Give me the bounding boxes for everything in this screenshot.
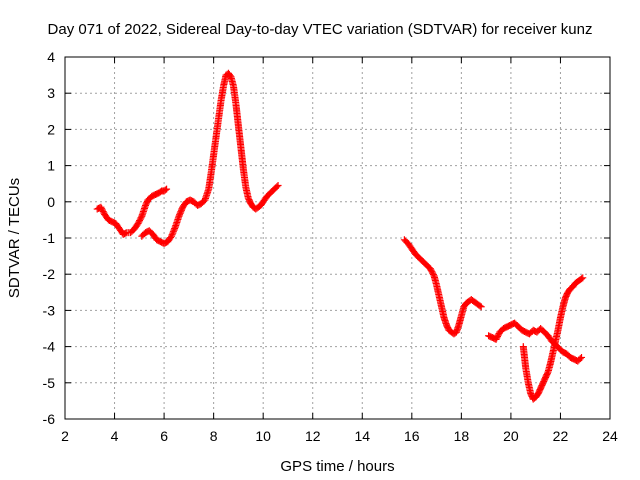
data-point (578, 353, 586, 361)
x-tick-label: 8 (210, 428, 218, 444)
data-point (122, 229, 130, 237)
data-point (476, 302, 484, 310)
data-point (274, 182, 282, 190)
data-point (163, 185, 171, 193)
y-tick-label: -5 (43, 375, 56, 391)
y-tick-label: -3 (43, 302, 56, 318)
x-tick-label: 4 (111, 428, 119, 444)
data-point (176, 209, 184, 217)
data-point (171, 225, 179, 233)
x-tick-label: 6 (160, 428, 168, 444)
data-point (169, 229, 177, 237)
data-point (168, 232, 176, 240)
data-point (477, 303, 485, 311)
data-point (429, 271, 437, 279)
x-tick-label: 18 (454, 428, 470, 444)
data-point (273, 183, 281, 191)
data-point (175, 212, 183, 220)
x-tick-label: 22 (553, 428, 569, 444)
data-point (177, 206, 185, 214)
data-point (177, 208, 185, 216)
x-tick-label: 24 (602, 428, 618, 444)
x-tick-label: 12 (305, 428, 321, 444)
x-tick-label: 14 (354, 428, 370, 444)
x-tick-label: 10 (255, 428, 271, 444)
y-tick-label: -1 (43, 230, 56, 246)
x-axis-title: GPS time / hours (280, 458, 394, 475)
y-tick-labels: -6 -5 -4 -3 -2 -1 0 1 2 3 4 (43, 49, 56, 427)
data-point (161, 186, 169, 194)
y-tick-label: -4 (43, 339, 56, 355)
y-axis-title: SDTVAR / TECUs (6, 178, 23, 298)
grid (65, 57, 610, 419)
y-tick-label: 1 (47, 158, 55, 174)
y-tick-label: 0 (47, 194, 55, 210)
data-points (93, 69, 587, 403)
data-point (169, 228, 177, 236)
x-tick-label: 16 (404, 428, 420, 444)
y-tick-label: 3 (47, 85, 55, 101)
x-tick-labels: 2 4 6 8 10 12 14 16 18 20 22 24 (61, 428, 618, 444)
axis-ticks (64, 56, 611, 420)
x-tick-label: 2 (61, 428, 69, 444)
data-point (168, 231, 176, 239)
data-point (137, 214, 145, 222)
data-point (578, 275, 586, 283)
x-tick-label: 20 (503, 428, 519, 444)
data-point (576, 355, 584, 363)
data-point (579, 274, 587, 282)
y-tick-label: -6 (43, 411, 56, 427)
data-point (170, 226, 178, 234)
chart-title: Day 071 of 2022, Sidereal Day-to-day VTE… (48, 21, 593, 38)
data-point (176, 211, 184, 219)
y-tick-label: -2 (43, 266, 56, 282)
y-tick-label: 2 (47, 121, 55, 137)
y-tick-label: 4 (47, 49, 55, 65)
